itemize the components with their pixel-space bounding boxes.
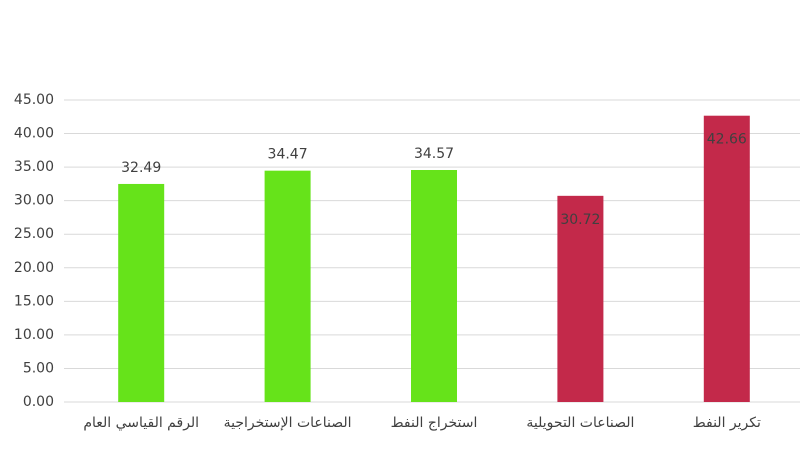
y-tick-label: 0.00 <box>23 394 54 410</box>
y-tick-label: 10.00 <box>14 327 54 343</box>
data-label: 42.66 <box>707 132 747 148</box>
x-tick-label: الصناعات الإستخراجية <box>224 415 352 431</box>
y-tick-label: 40.00 <box>14 126 54 142</box>
y-tick-label: 15.00 <box>14 293 54 309</box>
x-tick-label: تكرير النفط <box>693 415 761 431</box>
y-tick-label: 25.00 <box>14 226 54 242</box>
data-label: 34.57 <box>414 146 454 162</box>
bar <box>703 115 750 402</box>
y-tick-label: 20.00 <box>14 260 54 276</box>
x-tick-label: الرقم القياسي العام <box>83 415 199 431</box>
y-tick-label: 45.00 <box>14 92 54 108</box>
x-tick-label: الصناعات التحويلية <box>526 415 634 431</box>
bar <box>557 195 604 402</box>
data-label: 34.47 <box>268 147 308 163</box>
y-tick-label: 35.00 <box>14 159 54 175</box>
bar <box>264 170 311 402</box>
data-label: 32.49 <box>121 160 161 176</box>
x-tick-label: استخراج النفط <box>391 415 478 431</box>
bar <box>118 183 165 402</box>
y-tick-label: 5.00 <box>23 360 54 376</box>
y-tick-label: 30.00 <box>14 193 54 209</box>
bar <box>411 169 457 402</box>
data-label: 30.72 <box>560 212 600 228</box>
